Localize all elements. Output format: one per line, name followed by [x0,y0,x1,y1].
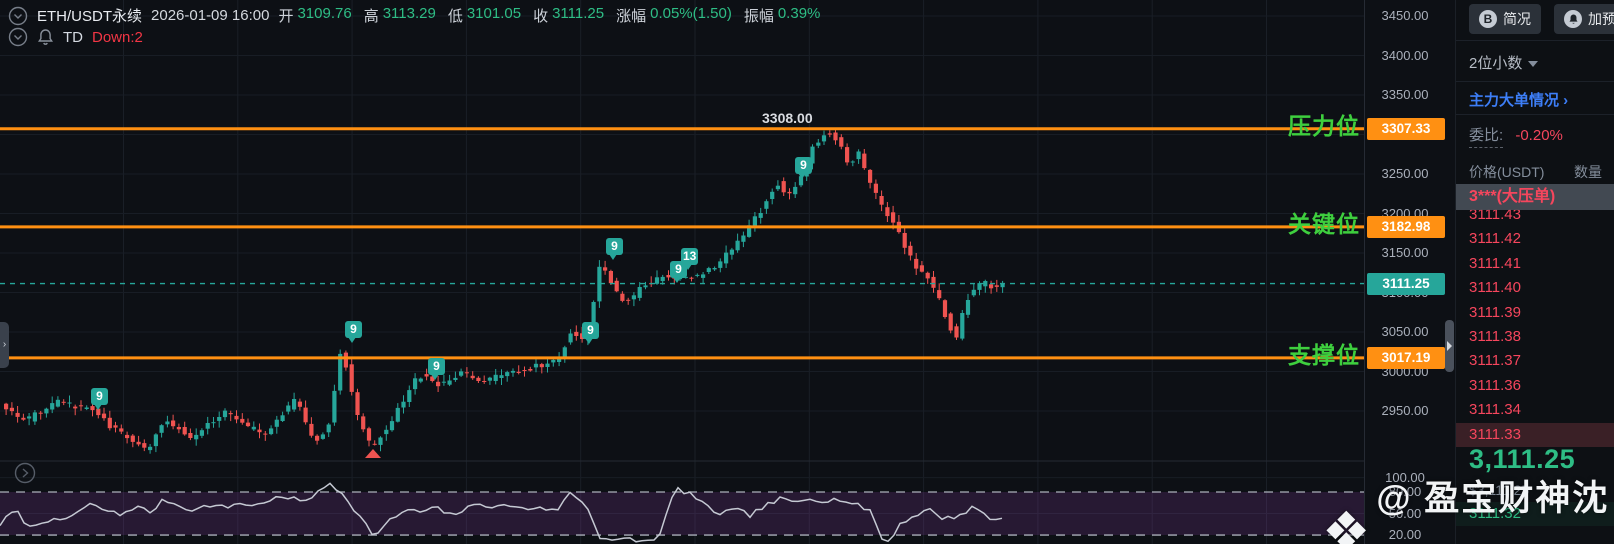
ohlc-field: 高 3113.29 [363,5,436,25]
indicator-name: TD [63,28,83,46]
price-tick: 3450.00 [1381,8,1429,23]
ohlc-field: 低 3101.05 [447,5,522,25]
last-price-big: 3,111.25 [1469,444,1576,474]
ask-row[interactable]: 3111.36 [1469,376,1521,394]
level-price-label: 3017.19 [1367,346,1445,369]
price-tick: 2950.00 [1381,403,1429,418]
oscillator-tick: 100.00 [1385,469,1425,485]
ask-row[interactable]: 3111.39 [1469,303,1521,321]
td-count-badge: 9 [428,358,445,380]
big-order-tooltip-row[interactable]: 3***(大压单) [1456,184,1614,210]
level-price-label: 3307.33 [1367,117,1445,140]
decimals-dropdown[interactable]: 2位小数 [1469,52,1539,73]
oscillator-tick: 80.00 [1388,484,1422,499]
ask-row[interactable]: 3111.33 [1456,422,1614,447]
td-count-badge: 13 [681,248,699,270]
ohlc-field: 收 3111.25 [533,5,605,25]
brief-overview-label: 简况 [1503,11,1531,27]
chart-legend-main: ETH/USDT永续 2026-01-09 16:00 开 3109.76 高 311… [8,5,820,26]
expand-indicator-legend-icon[interactable] [14,462,36,484]
ohlc-field: 振幅 0.39% [743,5,821,25]
ask-row[interactable]: 3111.41 [1469,254,1521,272]
price-tick: 3150.00 [1381,245,1429,260]
last-price-axis-label: 3111.25 [1367,272,1445,295]
panel-toolbar: B 简况 加预警 [1456,0,1614,40]
add-alert-button[interactable]: 加预警 [1554,4,1614,34]
price-tick: 3050.00 [1381,324,1429,339]
level-price-label: 3182.98 [1367,215,1445,238]
weibi-value: -0.20% [1515,127,1563,144]
peak-price-label: 3308.00 [762,109,813,126]
weibi-label: 委比: [1469,127,1504,148]
td-count-badge: 9 [582,322,599,344]
ask-row[interactable]: 3111.40 [1469,279,1521,297]
big-orders-link[interactable]: 主力大单情况 › [1469,92,1569,109]
signal-triangle-marker [365,449,381,458]
level-label: 关键位 [1288,210,1360,237]
left-panel-expander-handle[interactable]: › [0,322,9,368]
bar-datetime: 2026-01-09 16:00 [151,7,270,24]
td-count-badge: 9 [670,261,687,283]
ask-row[interactable]: 3111.34 [1469,401,1521,419]
first-bid-row[interactable]: 3111.32 [1456,502,1614,526]
brief-overview-button[interactable]: B 简况 [1469,4,1541,34]
ohlc-field: 开 3109.76 [278,5,352,25]
b-circle-icon: B [1479,10,1497,28]
candlestick-chart[interactable]: ETH/USDT永续 2026-01-09 16:00 开 3109.76 高 311… [0,0,1364,544]
indicator-status: Down:2 [92,28,143,46]
price-axis[interactable]: 3450.003400.003350.003300.003250.003200.… [1364,0,1445,544]
level-label: 压力位 [1288,112,1360,139]
td-count-badge: 9 [606,238,623,260]
collapse-legend-icon[interactable] [8,6,28,26]
binance-diamond-logo-icon: ❖ [1322,502,1371,544]
watermark-text: @ 盈宝财神沈万三 [1376,479,1610,518]
oscillator-tick: 20.00 [1388,527,1422,543]
column-header-qty: 数量 [1574,164,1602,180]
ask-row[interactable]: 3111.42 [1469,230,1521,248]
chart-canvas[interactable] [0,0,1364,544]
chart-legend-indicator: TD Down:2 [8,27,143,47]
collapse-indicator-icon[interactable] [8,27,28,47]
ask-row[interactable]: 3111.43 [1469,206,1521,223]
price-tick: 3400.00 [1381,47,1429,63]
td-count-badge: 9 [91,388,108,410]
ohlc-field: 涨幅 0.05%(1.50) [616,5,732,25]
orderbook-panel: B 简况 加预警 2位小数 主力大单情况 › 委比: [1455,0,1614,544]
level-label: 支撑位 [1288,341,1360,368]
alarm-bell-icon [1564,10,1582,28]
price-tick: 3250.00 [1381,166,1429,181]
oscillator-tick: 50.00 [1388,505,1422,521]
td-count-badge: 9 [345,321,362,343]
symbol-title: ETH/USDT永续 [37,8,143,25]
td-count-badge: 9 [795,157,812,179]
ohlc-fields: 开 3109.76 高 3113.29 低 3101.05 收 3111.25 涨幅 0.05%(… [278,5,820,26]
watermark: ❖ @ 盈宝财神沈万三 [1322,466,1614,544]
alert-bell-icon[interactable] [37,28,54,46]
add-alert-label: 加预警 [1588,11,1614,27]
chevron-down-icon [1528,61,1539,68]
last-price-usd: $3,111.25 [1469,482,1530,498]
ask-row[interactable]: 3111.38 [1469,328,1521,345]
weibi-ratio: 委比: -0.20% [1469,124,1563,148]
orderbook-collapse-handle[interactable] [1445,320,1454,372]
price-tick: 3350.00 [1381,87,1429,102]
ask-row[interactable]: 3111.37 [1469,352,1521,370]
column-header-price: 价格(USDT) [1469,164,1545,180]
